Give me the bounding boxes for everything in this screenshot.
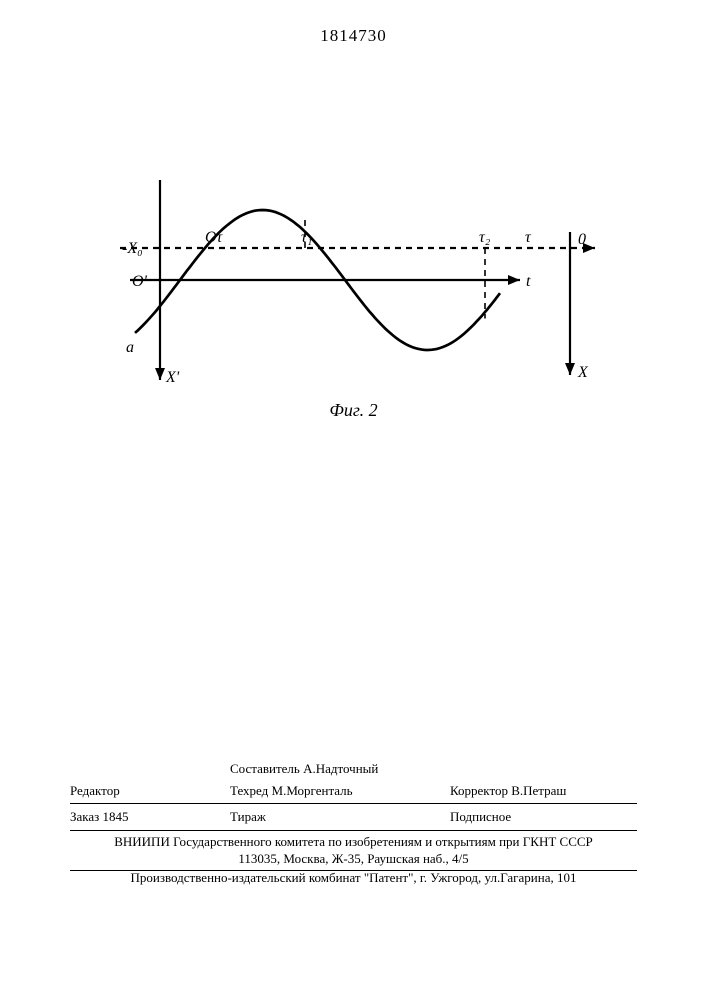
divider xyxy=(70,803,637,804)
compiler: Составитель А.Надточный xyxy=(230,760,450,778)
org-line-1: ВНИИПИ Государственного комитета по изоб… xyxy=(70,833,637,851)
patent-number: 1814730 xyxy=(0,26,707,46)
divider xyxy=(70,830,637,831)
corrector: Корректор В.Петраш xyxy=(450,782,637,800)
editor-label: Редактор xyxy=(70,782,230,800)
svg-text:X': X' xyxy=(165,369,180,386)
subscription: Подписное xyxy=(450,808,637,826)
org-line-2: 113035, Москва, Ж-35, Раушская наб., 4/5 xyxy=(70,850,637,868)
tirazh: Тираж xyxy=(230,808,450,826)
svg-text:τ₁: τ₁ xyxy=(301,229,312,246)
figure-caption: Фиг. 2 xyxy=(0,400,707,421)
credits-block: Составитель А.Надточный Редактор Техред … xyxy=(70,758,637,873)
svg-text:-X₀: -X₀ xyxy=(122,240,143,257)
order-number: Заказ 1845 xyxy=(70,808,230,826)
footer-publisher: Производственно-издательский комбинат "П… xyxy=(70,870,637,886)
svg-text:X: X xyxy=(577,364,589,381)
svg-text:τ: τ xyxy=(525,229,532,246)
svg-text:t: t xyxy=(526,273,531,290)
figure-diagram: -X₀ O' Oτ τ₁ τ₂ τ 0 t a X' X xyxy=(90,150,610,390)
svg-text:O': O' xyxy=(132,273,148,290)
techred: Техред М.Моргенталь xyxy=(230,782,450,800)
svg-text:0: 0 xyxy=(578,231,586,248)
svg-text:Oτ: Oτ xyxy=(205,229,224,246)
svg-text:a: a xyxy=(126,339,134,356)
svg-text:τ₂: τ₂ xyxy=(479,229,491,246)
